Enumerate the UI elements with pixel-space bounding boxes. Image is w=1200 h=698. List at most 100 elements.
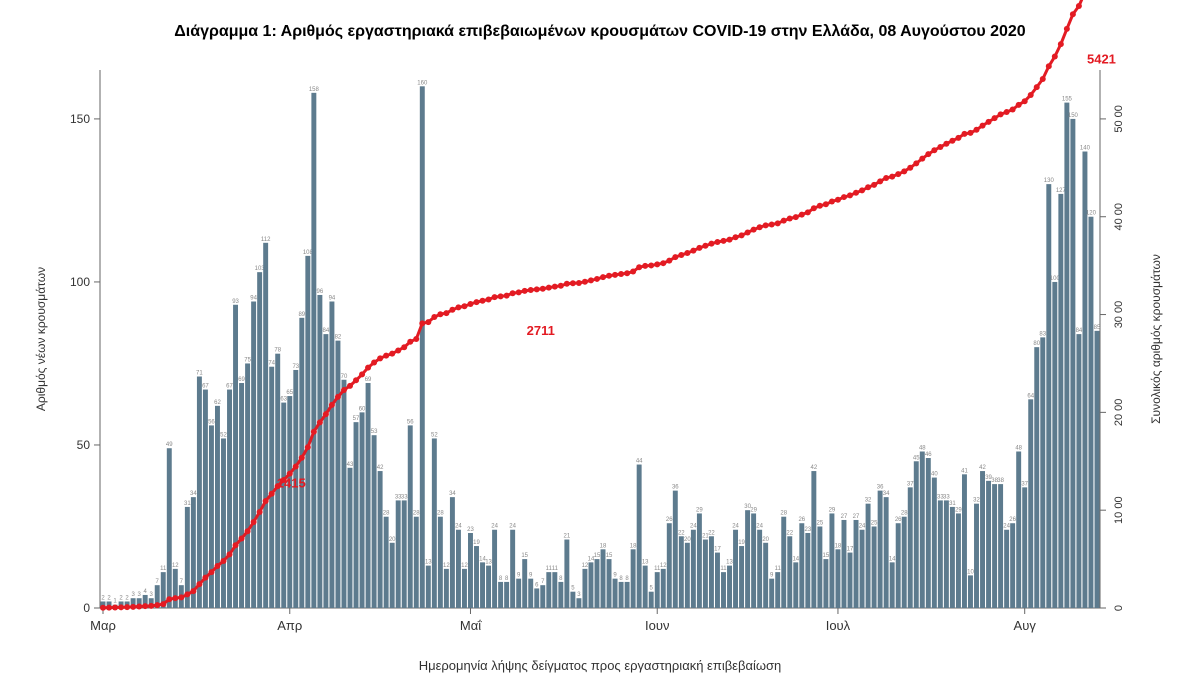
- line-marker: [883, 175, 889, 181]
- y-right-tick: 0: [1113, 605, 1125, 611]
- bar: [492, 530, 497, 608]
- bar-value-label: 28: [780, 511, 787, 517]
- bar-value-label: 11: [552, 566, 559, 572]
- line-marker: [534, 286, 540, 292]
- bar: [902, 517, 907, 608]
- line-marker: [877, 178, 883, 184]
- line-marker: [654, 261, 660, 267]
- bar: [1046, 184, 1051, 608]
- bar-value-label: 27: [853, 514, 860, 520]
- bar: [239, 383, 244, 608]
- bar-value-label: 56: [208, 419, 215, 425]
- line-marker: [142, 603, 148, 609]
- line-marker: [431, 314, 437, 320]
- bar: [1022, 487, 1027, 608]
- bar: [823, 559, 828, 608]
- bar-value-label: 15: [594, 553, 601, 559]
- bar-value-label: 34: [449, 491, 456, 497]
- line-marker: [678, 252, 684, 258]
- bar: [649, 592, 654, 608]
- line-marker: [817, 203, 823, 209]
- line-marker: [407, 339, 413, 345]
- line-marker: [967, 130, 973, 136]
- bar-value-label: 57: [353, 416, 360, 422]
- line-annotation: 2711: [527, 323, 555, 338]
- bar: [763, 543, 768, 608]
- bar: [444, 569, 449, 608]
- line-marker: [516, 289, 522, 295]
- bar-value-label: 20: [684, 537, 691, 543]
- bar: [516, 579, 521, 608]
- line-marker: [630, 269, 636, 275]
- chart-title: Διάγραμμα 1: Αριθμός εργαστηριακά επιβεβ…: [174, 23, 1026, 40]
- bar: [878, 491, 883, 608]
- line-marker: [1040, 76, 1046, 82]
- bar: [329, 302, 334, 608]
- line-marker: [1004, 109, 1010, 115]
- line-marker: [648, 262, 654, 268]
- bar-value-label: 17: [714, 547, 721, 553]
- bar-value-label: 28: [437, 511, 444, 517]
- bar-value-label: 42: [811, 465, 818, 471]
- bar-value-label: 24: [509, 524, 516, 530]
- line-marker: [305, 444, 311, 450]
- bar-value-label: 71: [196, 370, 203, 376]
- line-marker: [588, 277, 594, 283]
- line-marker: [949, 138, 955, 144]
- line-marker: [636, 264, 642, 270]
- bar: [685, 543, 690, 608]
- y-left-tick: 50: [77, 438, 91, 452]
- line-marker: [901, 168, 907, 174]
- line-marker: [214, 563, 220, 569]
- line-marker: [377, 355, 383, 361]
- bar: [625, 582, 630, 608]
- line-marker: [769, 221, 775, 227]
- bar: [251, 302, 256, 608]
- line-marker: [227, 551, 233, 557]
- line-marker: [233, 542, 239, 548]
- bar: [805, 533, 810, 608]
- line-marker: [931, 147, 937, 153]
- bar: [998, 484, 1003, 608]
- line-marker: [570, 280, 576, 286]
- bar-value-label: 24: [756, 524, 763, 530]
- bar: [896, 523, 901, 608]
- bar-value-label: 25: [871, 520, 878, 526]
- line-marker: [504, 293, 510, 299]
- line-marker: [401, 344, 407, 350]
- line-marker: [992, 115, 998, 121]
- bar-value-label: 74: [268, 361, 275, 367]
- line-marker: [353, 377, 359, 383]
- bar: [257, 272, 262, 608]
- line-marker: [1052, 54, 1058, 60]
- bar-value-label: 94: [329, 296, 336, 302]
- line-marker: [389, 351, 395, 357]
- bar: [281, 403, 286, 608]
- line-marker: [937, 144, 943, 150]
- bar: [570, 592, 575, 608]
- line-marker: [1022, 98, 1028, 104]
- bar-value-label: 28: [901, 511, 908, 517]
- line-marker: [154, 602, 160, 608]
- bar: [173, 569, 178, 608]
- bar: [1088, 217, 1093, 608]
- bar-value-label: 46: [925, 452, 932, 458]
- line-marker: [239, 536, 245, 542]
- bar-value-label: 22: [786, 530, 793, 536]
- bar: [968, 575, 973, 608]
- bar-value-label: 11: [160, 566, 167, 572]
- line-marker: [136, 604, 142, 610]
- line-marker: [455, 304, 461, 310]
- line-marker: [787, 215, 793, 221]
- bar-value-label: 75: [244, 357, 251, 363]
- bar: [396, 500, 401, 608]
- bar-value-label: 24: [690, 524, 697, 530]
- bar-value-label: 27: [841, 514, 848, 520]
- line-marker: [1070, 11, 1076, 17]
- line-marker: [600, 274, 606, 280]
- bar-value-label: 24: [455, 524, 462, 530]
- line-marker: [299, 455, 305, 461]
- bar: [1070, 119, 1075, 608]
- line-marker: [1034, 84, 1040, 90]
- line-marker: [714, 239, 720, 245]
